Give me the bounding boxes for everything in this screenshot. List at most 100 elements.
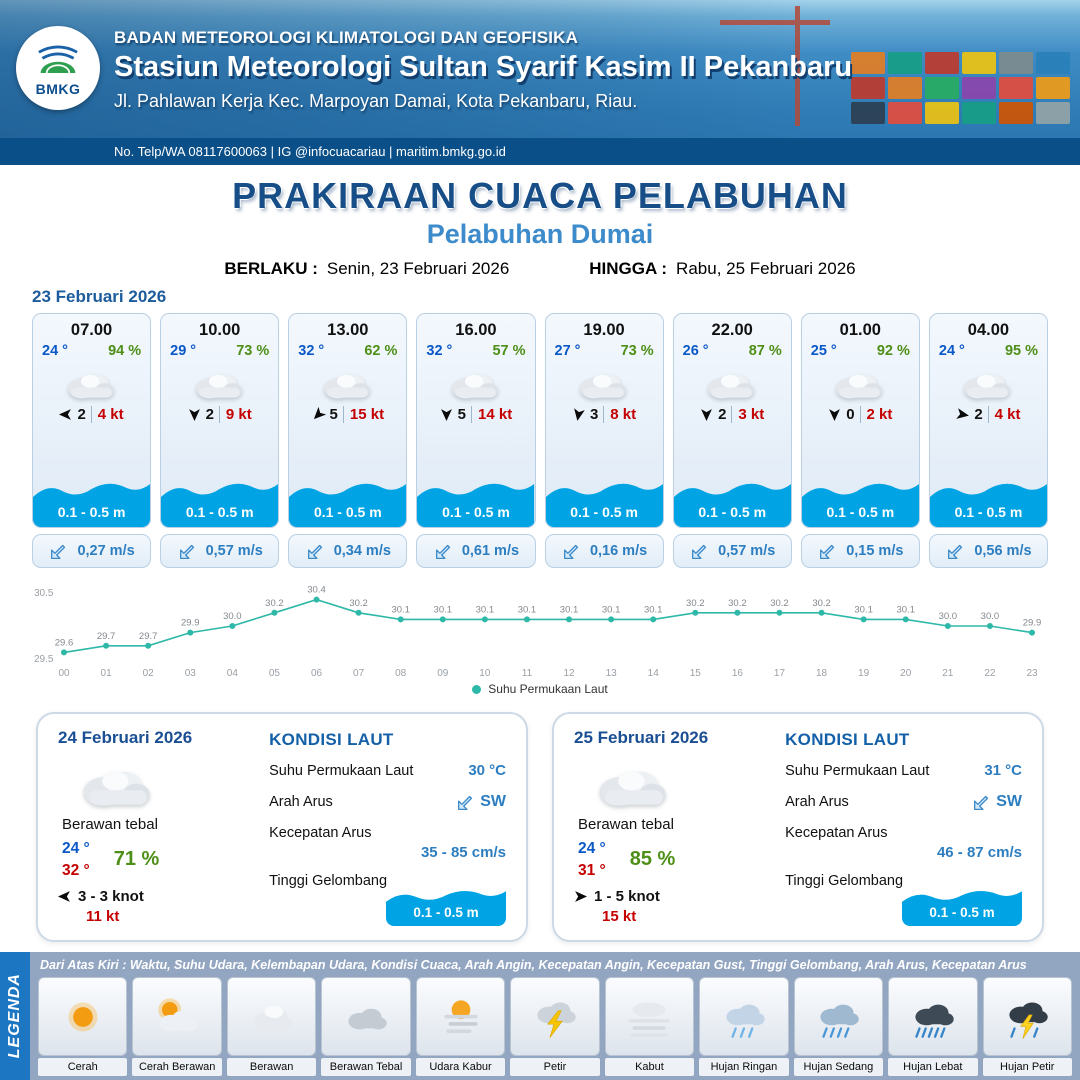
humidity-value: 87 % bbox=[748, 343, 782, 359]
current-speed-box: 0,27 m/s bbox=[32, 534, 152, 568]
humidity-value: 94 % bbox=[108, 343, 142, 359]
legend-item: Berawan bbox=[226, 977, 317, 1076]
chart-legend: Suhu Permukaan Laut bbox=[32, 682, 1048, 696]
weather-icon bbox=[321, 977, 411, 1056]
wind-speed-value: 5 bbox=[329, 406, 338, 423]
current-direction-icon bbox=[433, 540, 455, 562]
current-direction-icon bbox=[945, 540, 967, 562]
agency-name: BADAN METEOROLOGI KLIMATOLOGI DAN GEOFIS… bbox=[114, 28, 579, 47]
legend-item-label: Hujan Sedang bbox=[793, 1058, 884, 1076]
wave-height-band: 0.1 - 0.5 m bbox=[33, 475, 151, 527]
weather-icon bbox=[132, 977, 222, 1056]
sst-chart-section: 30.5 29.5 29.6 00 29.7 01 29.7 02 29.9 03 30.0 04 30… bbox=[0, 568, 1080, 696]
current-speed-value: 0,56 m/s bbox=[974, 543, 1032, 559]
wave-height-value: 0.1 - 0.5 m bbox=[698, 504, 767, 520]
wind-gust-value: 4 kt bbox=[987, 406, 1021, 423]
legend-title-strip: LEGENDA bbox=[0, 952, 30, 1080]
cloud-icon bbox=[828, 364, 892, 404]
wave-height-value: 0.1 - 0.5 m bbox=[185, 504, 254, 520]
wave-height-band: 0.1 - 0.5 m bbox=[161, 475, 279, 527]
temp-low-value: 24 ° bbox=[62, 840, 90, 857]
daily-forecast-card: 24 Februari 2026 Berawan tebal 24 ° 32 °… bbox=[36, 712, 528, 942]
temperature-value: 25 ° bbox=[810, 343, 837, 359]
legend-item-label: Hujan Lebat bbox=[888, 1058, 978, 1076]
wave-graphic bbox=[545, 475, 663, 527]
svg-text:30.1: 30.1 bbox=[602, 604, 621, 615]
temp-high-value: 31 ° bbox=[578, 861, 606, 879]
svg-text:16: 16 bbox=[732, 668, 744, 679]
wind-row: 2 3 kt bbox=[700, 406, 764, 423]
validity-line: BERLAKU : Senin, 23 Februari 2026 HINGGA… bbox=[0, 259, 1080, 279]
legend-item: Hujan Lebat bbox=[888, 977, 978, 1076]
weather-icon bbox=[226, 977, 317, 1056]
berlaku-label: BERLAKU : bbox=[224, 259, 318, 278]
hingga-value: Rabu, 25 Februari 2026 bbox=[676, 259, 856, 278]
wind-row: 3 8 kt bbox=[572, 406, 636, 423]
legend-item: Cerah Berawan bbox=[132, 977, 222, 1076]
legend-item: Cerah bbox=[38, 977, 128, 1076]
svg-text:30.2: 30.2 bbox=[812, 598, 831, 609]
wind-gust-value: 15 kt bbox=[342, 406, 384, 423]
sea-condition-title: KONDISI LAUT bbox=[269, 730, 394, 749]
legend-item-label: Hujan Ringan bbox=[699, 1058, 789, 1076]
wave-height-value: 0.1 - 0.5 m bbox=[442, 504, 510, 520]
wave-height-box: 0.1 - 0.5 m bbox=[902, 884, 1022, 926]
wave-graphic bbox=[902, 884, 1022, 926]
container-stack-illustration bbox=[851, 52, 1070, 124]
legend-item: Kabut bbox=[604, 977, 695, 1076]
wave-graphic bbox=[33, 475, 151, 527]
current-speed-label: Kecepatan Arus bbox=[785, 825, 888, 841]
wind-speed-value: 0 bbox=[846, 406, 855, 423]
forecast-time: 01.00 bbox=[839, 321, 881, 339]
port-name: Pelabuhan Dumai bbox=[426, 219, 654, 249]
svg-text:30.2: 30.2 bbox=[686, 598, 705, 609]
hourly-forecast-card: 04.00 24 ° 95 % 2 4 kt bbox=[928, 313, 1048, 568]
current-direction-icon bbox=[455, 791, 477, 813]
wave-height-band: 0.1 - 0.5 m bbox=[929, 475, 1047, 527]
wave-graphic bbox=[161, 475, 279, 527]
wind-gust-value: 3 kt bbox=[731, 406, 764, 423]
current-speed-box: 0,16 m/s bbox=[544, 534, 664, 568]
temperature-value: 32 ° bbox=[298, 343, 325, 359]
wave-height-value: 0.1 - 0.5 m bbox=[826, 504, 895, 520]
humidity-value: 85 % bbox=[629, 848, 676, 871]
legend-item-label: Berawan bbox=[226, 1058, 317, 1076]
svg-text:21: 21 bbox=[942, 668, 954, 679]
wave-height-box: 0.1 - 0.5 m bbox=[386, 884, 506, 926]
svg-text:18: 18 bbox=[816, 668, 828, 679]
humidity-value: 73 % bbox=[620, 343, 654, 359]
wave-graphic bbox=[417, 475, 535, 527]
crane-illustration bbox=[710, 6, 830, 136]
svg-text:01: 01 bbox=[101, 668, 113, 679]
weather-icon bbox=[415, 977, 506, 1056]
current-speed-value: 0,57 m/s bbox=[718, 543, 776, 559]
forecast-time: 04.00 bbox=[967, 321, 1010, 339]
bmkg-logo-icon bbox=[38, 45, 78, 73]
sst-label: Suhu Permukaan Laut bbox=[269, 762, 414, 779]
current-direction-icon bbox=[561, 540, 583, 562]
svg-text:09: 09 bbox=[437, 668, 449, 679]
svg-text:14: 14 bbox=[648, 668, 660, 679]
wind-direction-icon bbox=[571, 407, 586, 422]
hourly-forecast-card: 01.00 25 ° 92 % 0 2 kt bbox=[800, 313, 920, 568]
wave-height-value: 0.1 - 0.5 m bbox=[570, 504, 638, 520]
svg-text:06: 06 bbox=[311, 668, 323, 679]
wave-graphic bbox=[289, 475, 407, 527]
hourly-forecast-section: 23 Februari 2026 07.00 24 ° 94 % 2 bbox=[0, 279, 1080, 568]
svg-text:29.7: 29.7 bbox=[97, 631, 116, 642]
current-speed-value: 0,34 m/s bbox=[333, 543, 391, 559]
forecast-time: 19.00 bbox=[583, 321, 625, 339]
humidity-value: 73 % bbox=[236, 343, 270, 359]
weather-icon bbox=[982, 977, 1072, 1056]
wave-height-band: 0.1 - 0.5 m bbox=[289, 475, 407, 527]
weather-icon bbox=[604, 977, 695, 1056]
weather-icon bbox=[38, 977, 128, 1056]
wind-direction-icon bbox=[58, 890, 71, 903]
legend-title: LEGENDA bbox=[6, 973, 23, 1059]
wave-height-label: Tinggi Gelombang bbox=[269, 873, 388, 889]
contact-bar: No. Telp/WA 08117600063 | IG @infocuacar… bbox=[0, 138, 1080, 165]
wind-speed-value: 2 bbox=[205, 406, 214, 423]
wave-graphic bbox=[386, 884, 506, 926]
current-speed-box: 0,57 m/s bbox=[160, 534, 280, 568]
temperature-value: 24 ° bbox=[42, 343, 68, 359]
